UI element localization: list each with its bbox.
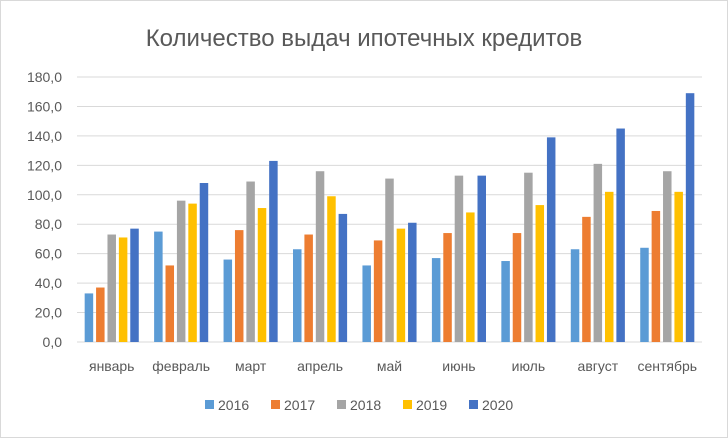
- bar-2019-май: [396, 228, 406, 342]
- bar-2018-май: [385, 178, 394, 342]
- legend-label-2018: 2018: [350, 397, 381, 413]
- bars: [84, 93, 695, 342]
- bar-2017-март: [234, 230, 244, 342]
- bar-2018-июнь: [454, 175, 464, 342]
- bar-2019-июль: [535, 205, 545, 342]
- bar-2017-май: [373, 240, 383, 342]
- bar-2020-февраль: [199, 183, 209, 342]
- legend: 2016 2017 2018 2019 2020: [205, 397, 513, 413]
- x-tick-label: сентябрь: [637, 358, 697, 374]
- x-tick-label: август: [578, 358, 619, 374]
- bar-2018-июль: [524, 172, 533, 342]
- x-tick-label: март: [235, 358, 267, 374]
- bar-2016-апрель: [293, 249, 302, 342]
- bar-2017-июль: [512, 233, 522, 342]
- bar-2020-август: [616, 128, 625, 342]
- bar-2017-апрель: [304, 234, 313, 342]
- legend-swatch-2016: [205, 400, 214, 409]
- bar-2016-май: [362, 265, 371, 342]
- y-tick-label: 60,0: [35, 246, 62, 262]
- bar-2019-апрель: [327, 196, 336, 342]
- chart-title: Количество выдач ипотечных кредитов: [146, 25, 583, 52]
- y-tick-label: 100,0: [27, 187, 62, 203]
- bar-2016-март: [223, 259, 233, 342]
- bar-2018-август: [593, 163, 603, 342]
- legend-swatch-2018: [337, 400, 346, 409]
- bar-2020-май: [408, 222, 417, 342]
- bar-2019-август: [604, 191, 614, 342]
- bar-2018-январь: [107, 234, 116, 342]
- bar-2017-июнь: [443, 233, 452, 342]
- y-tick-label: 160,0: [27, 98, 62, 114]
- x-tick-label: январь: [89, 358, 134, 374]
- bar-2018-март: [246, 181, 255, 342]
- bar-2017-сентябрь: [651, 210, 661, 342]
- bar-2017-август: [582, 216, 591, 342]
- bar-2019-март: [257, 208, 267, 342]
- bar-2016-июнь: [431, 258, 441, 342]
- y-axis-ticks: 0,0 20,0 40,0 60,0 80,0 100,0 120,0 140,0 160,0 1…: [27, 69, 62, 350]
- bar-2019-июнь: [466, 212, 475, 342]
- bar-2019-февраль: [188, 203, 197, 342]
- legend-swatch-2020: [469, 400, 478, 409]
- bar-2017-февраль: [165, 265, 175, 342]
- y-tick-label: 40,0: [35, 275, 62, 291]
- legend-label-2016: 2016: [218, 397, 249, 413]
- bar-2020-сентябрь: [685, 93, 695, 342]
- legend-swatch-2019: [403, 400, 412, 409]
- bar-2020-апрель: [338, 213, 348, 342]
- bar-2016-сентябрь: [640, 247, 649, 342]
- bar-2016-август: [570, 249, 580, 342]
- bar-2020-январь: [130, 228, 139, 342]
- x-tick-label: июнь: [442, 358, 475, 374]
- bar-2020-июль: [546, 137, 556, 342]
- y-tick-label: 140,0: [27, 128, 62, 144]
- bar-2018-сентябрь: [663, 171, 672, 342]
- bar-2020-март: [269, 160, 278, 342]
- legend-label-2019: 2019: [416, 397, 447, 413]
- bar-2018-февраль: [176, 200, 186, 342]
- legend-label-2020: 2020: [482, 397, 513, 413]
- x-tick-label: май: [377, 358, 402, 374]
- y-tick-label: 80,0: [35, 216, 62, 232]
- y-tick-label: 0,0: [43, 334, 63, 350]
- bar-2016-июль: [501, 261, 510, 342]
- legend-swatch-2017: [271, 400, 280, 409]
- bar-2016-февраль: [154, 231, 163, 342]
- y-tick-label: 180,0: [27, 69, 62, 85]
- bar-2017-январь: [96, 287, 105, 342]
- legend-label-2017: 2017: [284, 397, 315, 413]
- bar-2016-январь: [84, 293, 94, 342]
- x-axis-ticks: январь февраль март апрель май июнь июль август…: [89, 358, 697, 374]
- y-tick-label: 20,0: [35, 305, 62, 321]
- y-tick-label: 120,0: [27, 157, 62, 173]
- bar-2019-сентябрь: [674, 191, 683, 342]
- bar-2018-апрель: [315, 171, 325, 342]
- x-tick-label: июль: [512, 358, 545, 374]
- x-tick-label: апрель: [297, 358, 343, 374]
- bar-2019-январь: [118, 237, 128, 342]
- x-tick-label: февраль: [152, 358, 210, 374]
- bar-2020-июнь: [477, 175, 486, 342]
